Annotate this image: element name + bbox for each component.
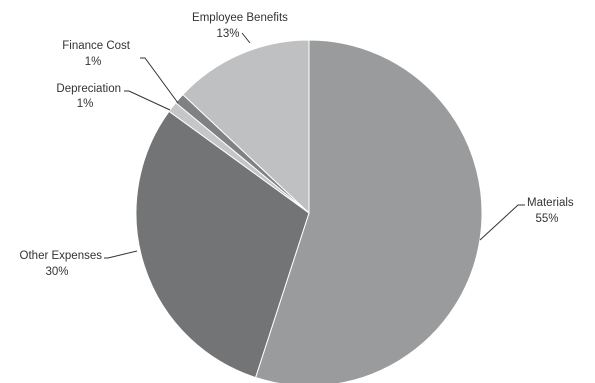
slice-employee-benefits	[182, 39, 310, 215]
label-employee-benefits: Employee Benefits	[192, 12, 288, 24]
slice-materials	[254, 39, 483, 383]
leader-line-employee-benefits	[241, 32, 251, 44]
value-finance-cost: 1%	[85, 56, 102, 68]
leader-line-other-expenses	[104, 250, 138, 259]
label-other-expenses: Other Expenses	[20, 250, 103, 262]
leader-line-depreciation	[124, 90, 171, 111]
value-other-expenses: 30%	[45, 266, 68, 278]
value-employee-benefits: 13%	[216, 28, 239, 40]
label-materials: Materials	[527, 197, 574, 209]
leader-line-finance-cost	[140, 57, 179, 104]
leader-line-materials	[479, 204, 525, 241]
value-materials: 55%	[535, 213, 558, 225]
slice-other-expenses	[135, 110, 310, 379]
slices-group	[135, 39, 483, 383]
label-finance-cost: Finance Cost	[62, 40, 131, 52]
label-depreciation: Depreciation	[56, 83, 121, 95]
value-depreciation: 1%	[77, 98, 94, 110]
